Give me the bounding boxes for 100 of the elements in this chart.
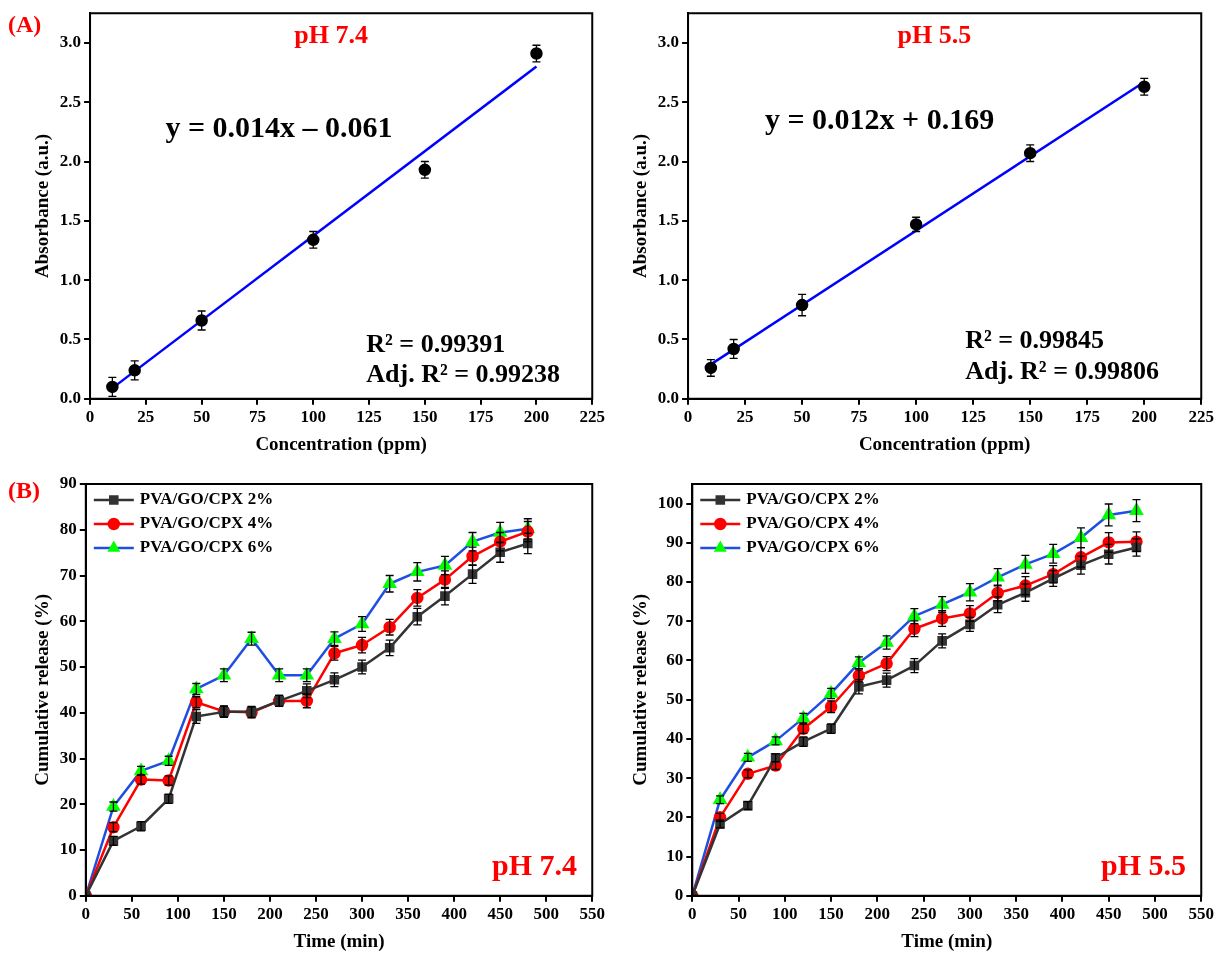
x-tick-label: 100 <box>903 407 929 427</box>
y-tick-label: 1.0 <box>657 269 680 289</box>
x-tick-label: 200 <box>864 904 891 924</box>
y-tick-label: 20 <box>666 806 684 826</box>
y-axis-title: Cumulative release (%) <box>31 594 54 786</box>
annotation: Adj. R² = 0.99806 <box>965 355 1159 385</box>
x-axis-title: Time (min) <box>293 929 385 952</box>
y-tick-label: 0.5 <box>59 328 82 348</box>
x-tick-label: 175 <box>467 407 494 427</box>
y-tick-label: 1.0 <box>59 269 82 289</box>
y-tick-label: 70 <box>59 564 77 584</box>
x-tick-label: 250 <box>910 904 937 924</box>
text: (B) <box>8 477 40 504</box>
x-tick-label: 75 <box>850 407 868 427</box>
chart-title: pH 7.4 <box>294 20 368 50</box>
y-tick-label: 80 <box>59 519 77 539</box>
x-tick-label: 400 <box>1049 904 1076 924</box>
annotation: y = 0.012x + 0.169 <box>765 101 995 135</box>
x-tick-label: 200 <box>1131 407 1157 427</box>
x-tick-label: 150 <box>1017 407 1043 427</box>
x-tick-label: 500 <box>533 904 559 924</box>
text: (A) <box>8 11 42 38</box>
chart-title: pH 5.5 <box>897 20 972 50</box>
x-tick-label: 150 <box>211 904 237 924</box>
x-tick-label: 100 <box>165 904 191 924</box>
y-tick-label: 80 <box>666 571 684 591</box>
x-tick-label: 350 <box>395 904 421 924</box>
x-tick-label: 300 <box>349 904 375 924</box>
y-tick-label: 0.5 <box>657 328 680 348</box>
x-tick-label: 50 <box>730 904 748 924</box>
x-tick-label: 100 <box>300 407 326 427</box>
y-tick-label: 3.0 <box>59 32 82 52</box>
y-axis-title: Absorbance (a.u.) <box>31 133 54 279</box>
y-tick-label: 2.5 <box>657 91 680 111</box>
y-tick-label: 0 <box>68 885 77 905</box>
x-tick-label: 250 <box>303 904 329 924</box>
x-tick-label: 150 <box>818 904 844 924</box>
x-tick-label: 350 <box>1003 904 1029 924</box>
annotation: Adj. R² = 0.99238 <box>366 359 561 389</box>
x-tick-label: 500 <box>1142 904 1168 924</box>
y-tick-label: 3.0 <box>657 32 680 52</box>
y-tick-label: 70 <box>666 610 684 630</box>
y-tick-label: 40 <box>59 702 77 722</box>
legend-label: PVA/GO/CPX 4% <box>746 513 880 533</box>
y-axis-title: Absorbance (a.u.) <box>629 133 652 279</box>
y-tick-label: 90 <box>666 532 684 552</box>
y-tick-label: 100 <box>657 493 684 512</box>
y-tick-label: 30 <box>59 747 77 767</box>
x-axis-title: Concentration (ppm) <box>858 432 1031 455</box>
y-tick-label: 50 <box>59 656 77 676</box>
legend-label: PVA/GO/CPX 6% <box>746 537 880 557</box>
x-tick-label: 550 <box>1188 904 1214 924</box>
x-tick-label: 225 <box>579 407 605 427</box>
legend-label: PVA/GO/CPX 4% <box>139 513 274 533</box>
y-tick-label: 1.5 <box>59 210 82 230</box>
x-tick-label: 200 <box>257 904 283 924</box>
x-tick-label: 125 <box>960 407 986 427</box>
y-tick-label: 60 <box>666 649 684 669</box>
x-tick-label: 25 <box>137 407 155 427</box>
annotation: R² = 0.99391 <box>366 328 506 358</box>
legend-label: PVA/GO/CPX 6% <box>139 537 274 557</box>
x-tick-label: 300 <box>957 904 983 924</box>
x-tick-label: 400 <box>441 904 467 924</box>
y-tick-label: 40 <box>666 728 684 748</box>
annotation: R² = 0.99845 <box>965 324 1105 354</box>
x-tick-label: 75 <box>248 407 266 427</box>
y-tick-label: 10 <box>59 839 77 859</box>
x-tick-label: 200 <box>523 407 550 427</box>
text: pH 7.4 <box>492 847 578 881</box>
x-tick-label: 0 <box>85 407 95 427</box>
y-axis-title: Cumulative release (%) <box>629 594 652 786</box>
x-tick-label: 50 <box>793 407 811 427</box>
y-tick-label: 0.0 <box>657 388 680 408</box>
y-tick-label: 2.0 <box>657 150 680 170</box>
x-tick-label: 50 <box>193 407 211 427</box>
legend-label: PVA/GO/CPX 2% <box>139 489 274 509</box>
y-tick-label: 20 <box>59 793 77 813</box>
x-tick-label: 450 <box>1095 904 1122 924</box>
y-tick-label: 60 <box>59 610 77 630</box>
x-tick-label: 550 <box>579 904 605 924</box>
x-axis-title: Concentration (ppm) <box>255 432 427 455</box>
legend-label: PVA/GO/CPX 2% <box>746 489 880 509</box>
y-tick-label: 0.0 <box>59 388 82 408</box>
x-tick-label: 25 <box>736 407 754 427</box>
x-tick-label: 100 <box>772 904 798 924</box>
y-tick-label: 2.5 <box>59 91 82 111</box>
x-tick-label: 125 <box>356 407 382 427</box>
x-tick-label: 225 <box>1188 407 1214 427</box>
y-tick-label: 50 <box>666 689 684 709</box>
y-tick-label: 30 <box>666 767 684 787</box>
text: pH 5.5 <box>1100 847 1186 881</box>
x-tick-label: 0 <box>688 904 697 924</box>
x-tick-label: 450 <box>487 904 513 924</box>
x-tick-label: 50 <box>123 904 141 924</box>
y-tick-label: 10 <box>666 845 684 865</box>
x-axis-title: Time (min) <box>901 929 993 952</box>
x-tick-label: 150 <box>412 407 438 427</box>
y-tick-label: 1.5 <box>657 210 680 230</box>
y-tick-label: 0 <box>674 885 684 905</box>
annotation: y = 0.014x – 0.061 <box>165 109 393 143</box>
